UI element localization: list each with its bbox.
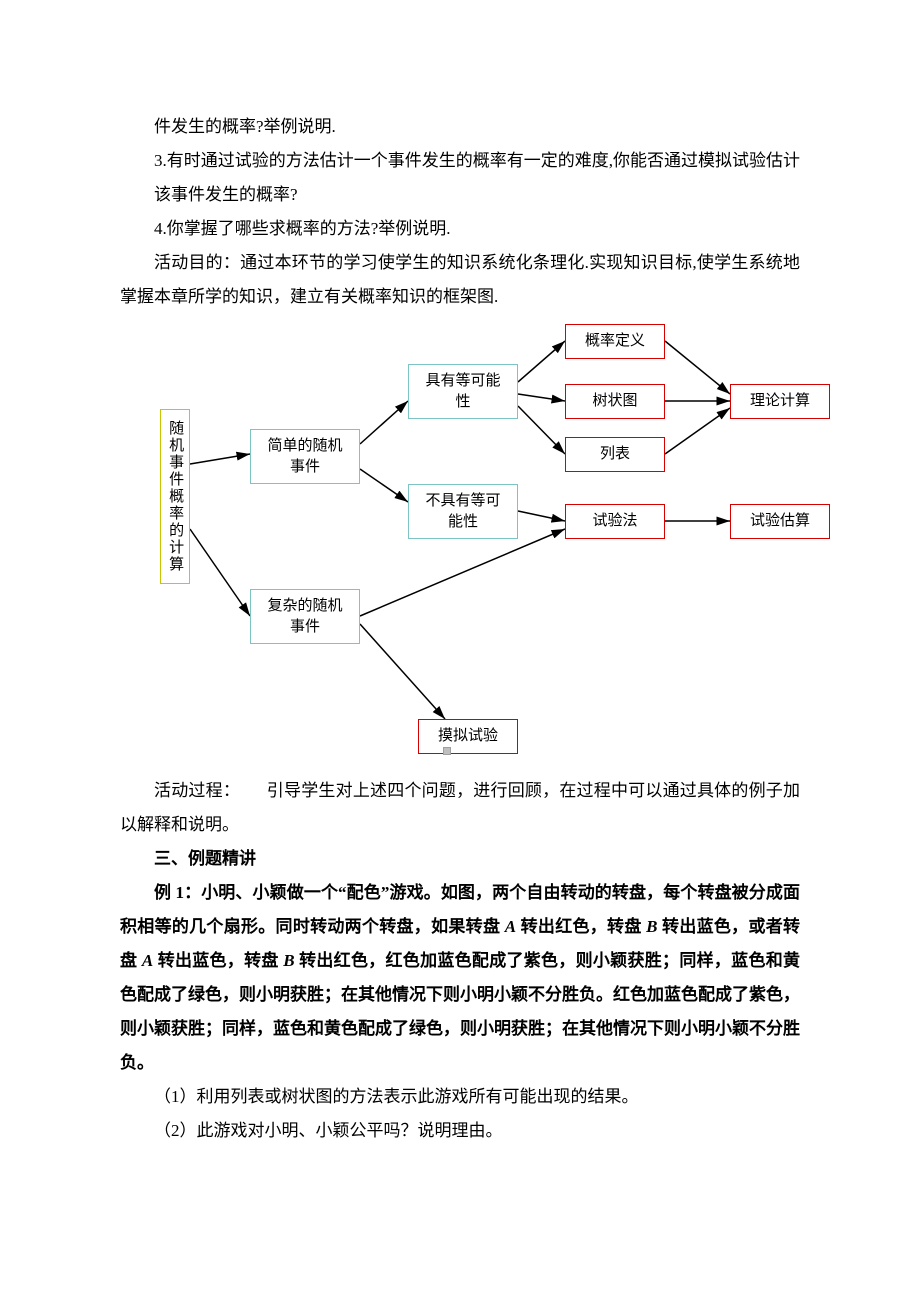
node-root: 随机事件概率的计算 [160, 409, 190, 584]
node-complex: 复杂的随机事件 [250, 589, 360, 644]
activity-label: 活动过程： [154, 781, 240, 800]
label-B2: B [283, 951, 294, 970]
node-equi: 具有等可能性 [408, 364, 518, 419]
node-theory: 理论计算 [730, 384, 830, 419]
node-defn: 概率定义 [565, 324, 665, 359]
example-1-body-b: 转出红色，转盘 [516, 917, 646, 936]
question-1: （1）利用列表或树状图的方法表示此游戏所有可能出现的结果。 [154, 1080, 800, 1114]
cursor-marker [443, 747, 451, 755]
paragraph-2: 3.有时通过试验的方法估计一个事件发生的概率有一定的难度,你能否通过模拟试验估计… [154, 144, 800, 212]
example-1-body-d: 转出蓝色，转盘 [153, 951, 283, 970]
concept-diagram: 随机事件概率的计算 简单的随机事件复杂的随机事件 具有等可能性不具有等可能性 概率定义… [160, 324, 840, 764]
question-2: （2）此游戏对小明、小颖公平吗？说明理由。 [154, 1114, 800, 1148]
example-1: 例 1：小明、小颖做一个“配色”游戏。如图，两个自由转动的转盘，每个转盘被分成面… [120, 876, 800, 1080]
section-3-heading: 三、例题精讲 [120, 842, 800, 876]
node-list: 列表 [565, 437, 665, 472]
paragraph-5: 活动过程： 引导学生对上述四个问题，进行回顾，在过程中可以通过具体的例子加以解释… [120, 774, 800, 842]
node-estim: 试验估算 [730, 504, 830, 539]
node-test: 试验法 [565, 504, 665, 539]
node-tree: 树状图 [565, 384, 665, 419]
paragraph-4: 活动目的：通过本环节的学习使学生的知识系统化条理化.实现知识目标,使学生系统地掌… [120, 246, 800, 314]
label-A2: A [142, 951, 153, 970]
node-sim: 摸拟试验 [418, 719, 518, 754]
label-A: A [505, 917, 516, 936]
example-1-prefix: 例 1： [154, 883, 201, 902]
node-nonequi: 不具有等可能性 [408, 484, 518, 539]
label-B1: B [646, 917, 657, 936]
paragraph-3: 4.你掌握了哪些求概率的方法?举例说明. [154, 212, 800, 246]
page: 件发生的概率?举例说明. 3.有时通过试验的方法估计一个事件发生的概率有一定的难… [0, 0, 920, 1302]
node-simple: 简单的随机事件 [250, 429, 360, 484]
paragraph-1: 件发生的概率?举例说明. [154, 110, 800, 144]
